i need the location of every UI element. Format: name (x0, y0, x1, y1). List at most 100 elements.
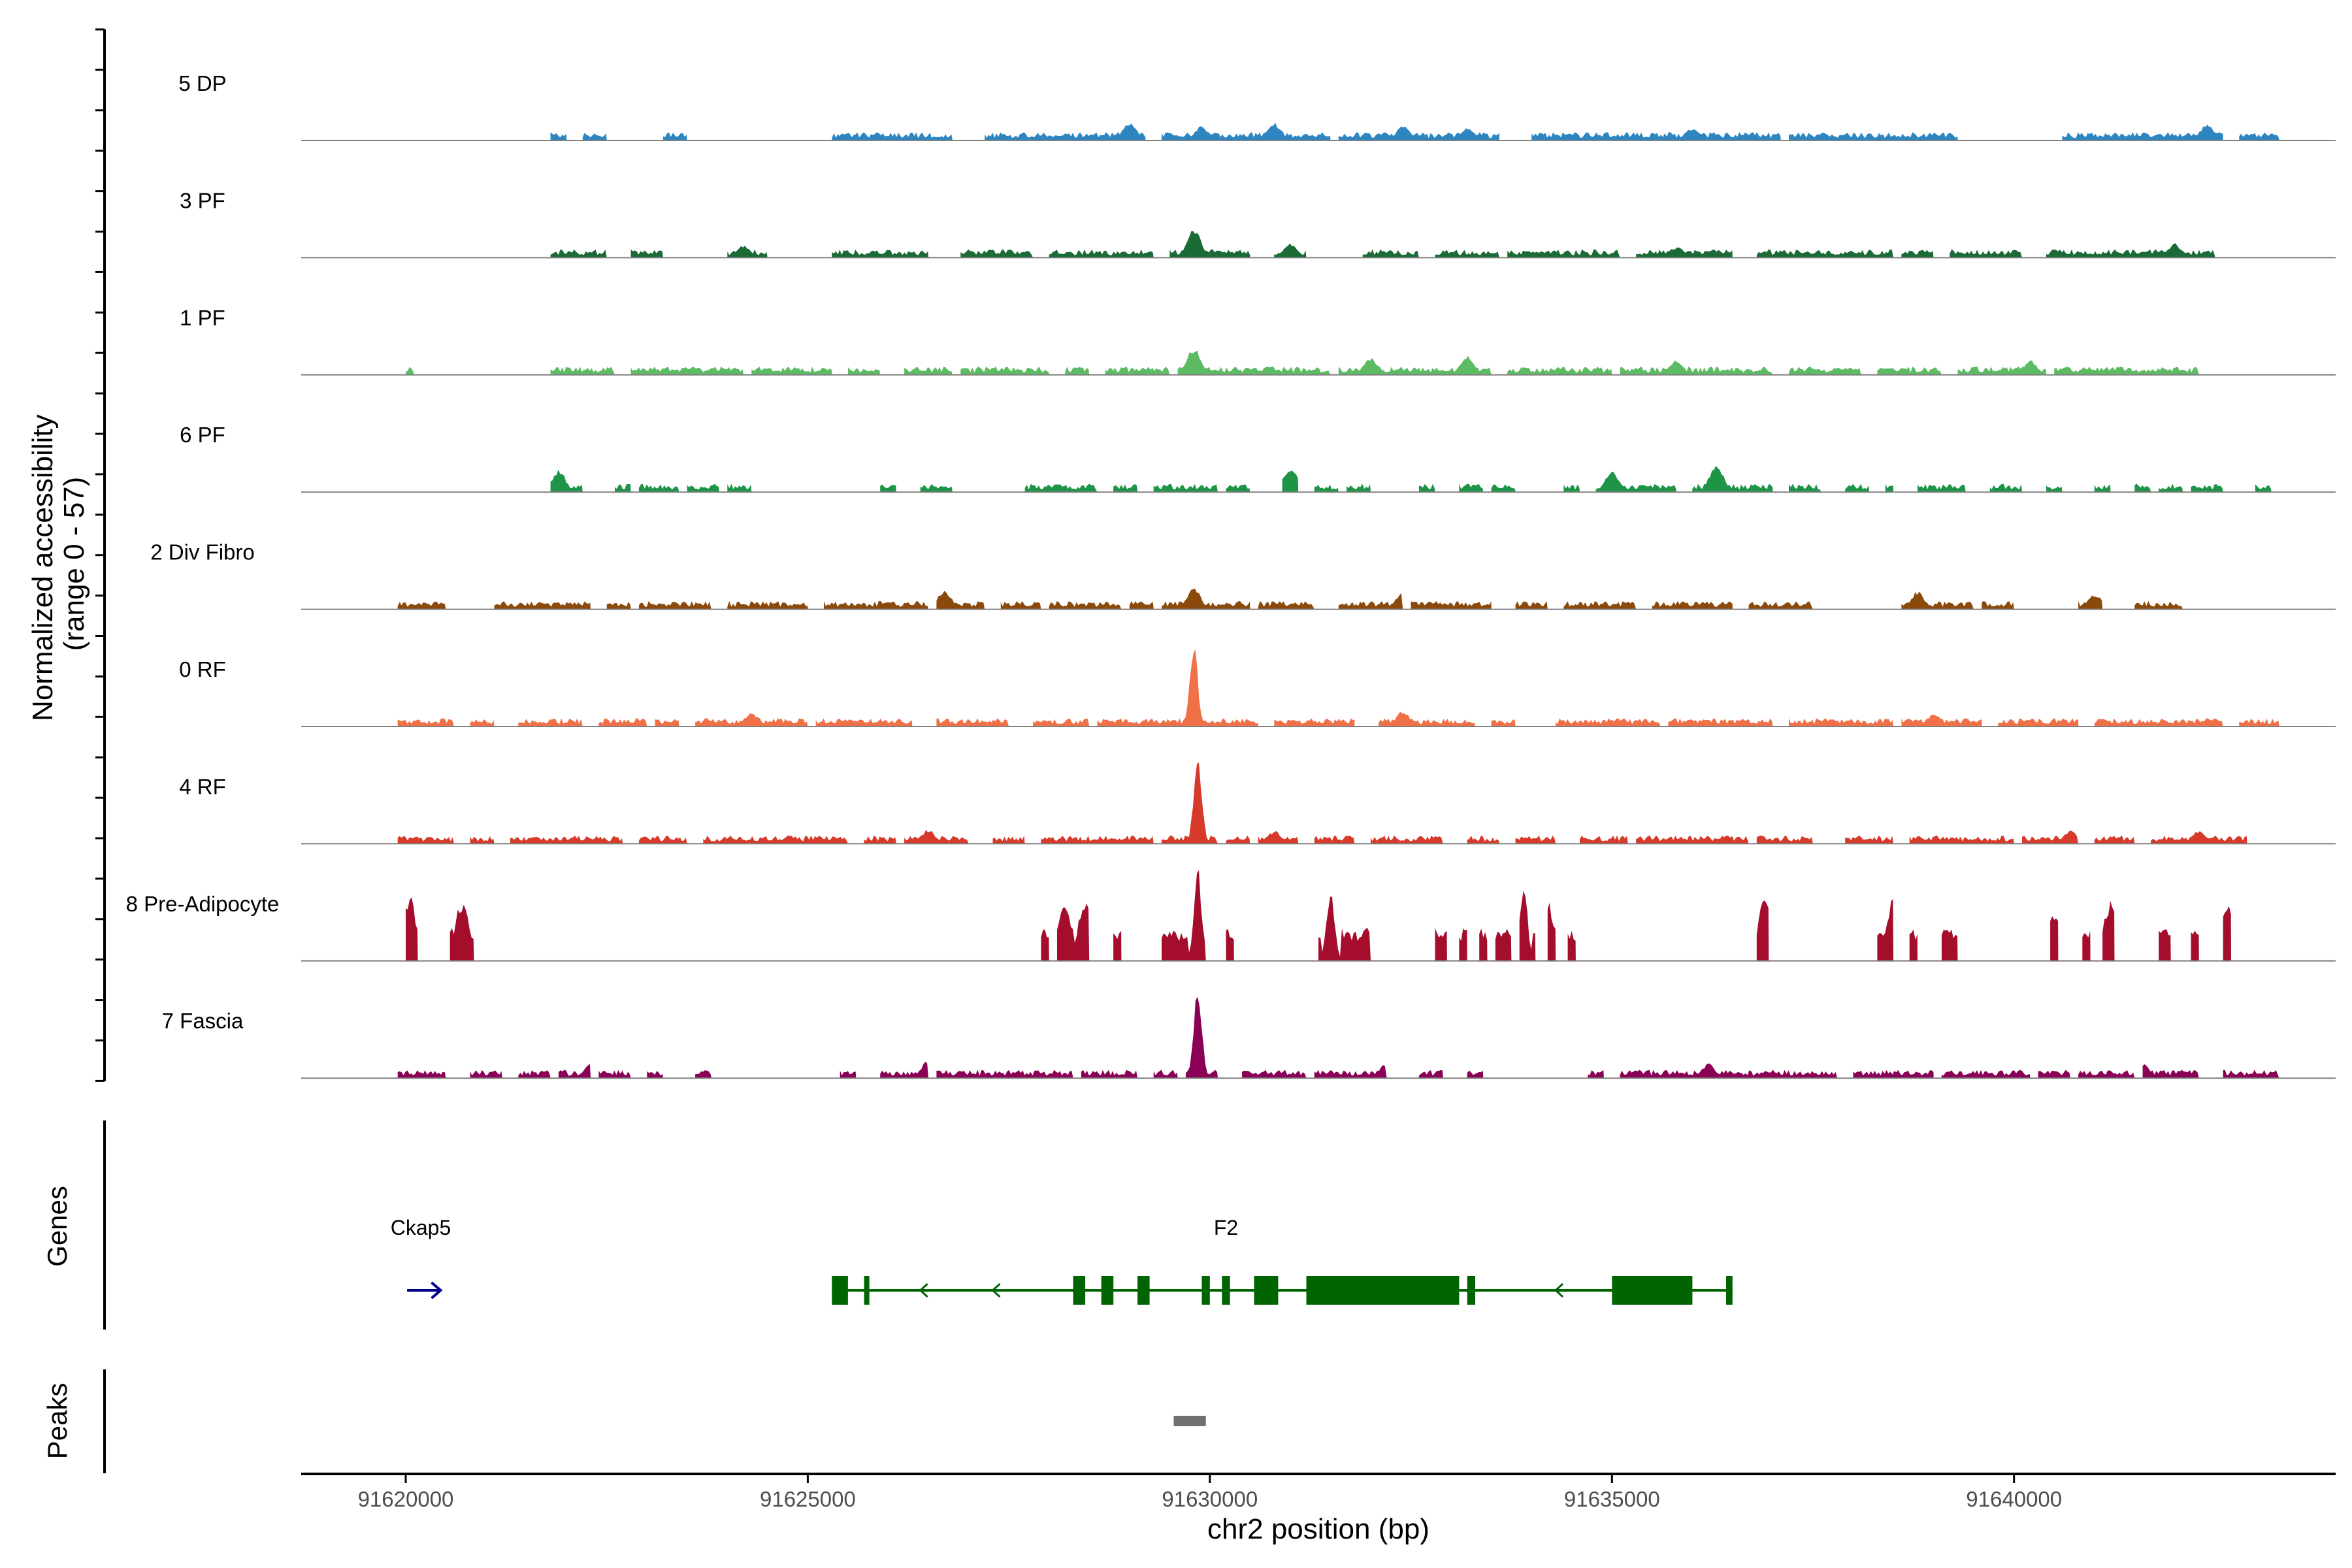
gene-exon (1222, 1276, 1230, 1305)
gene-exon (864, 1276, 870, 1305)
track-label: 0 RF (179, 657, 226, 681)
coverage-segment (2082, 931, 2091, 961)
coverage-segment (992, 836, 1025, 844)
coverage-segment (1097, 649, 1258, 727)
coverage-segment (1049, 601, 1122, 610)
gene-exon (1137, 1276, 1150, 1305)
coverage-segment (598, 718, 647, 727)
coverage-segment (1580, 835, 1628, 844)
coverage-segment (1162, 870, 1206, 961)
coverage-segment (1556, 718, 1661, 727)
gene-exon (1612, 1276, 1693, 1305)
gene-exon (1201, 1276, 1210, 1305)
coverage-segment (1177, 350, 1331, 375)
gene-label: F2 (1214, 1216, 1238, 1239)
coverage-segment (1853, 1070, 1934, 1079)
coverage-segment (2150, 831, 2247, 844)
coverage-segment (1113, 930, 1122, 961)
track-4-rf: 4 RF (179, 762, 2336, 845)
coverage-segment (1479, 928, 1488, 961)
coverage-segment (1636, 835, 1749, 844)
coverage-segment (960, 367, 1049, 375)
coverage-segment (1041, 930, 1049, 961)
y-axis-title-line2: (range 0 - 57) (58, 477, 90, 651)
coverage-segment (1065, 367, 1090, 375)
coverage-segment (1314, 484, 1339, 493)
track-label: 7 Fascia (162, 1009, 244, 1033)
coverage-segment (1338, 355, 1492, 375)
coverage-segment (1636, 247, 1733, 258)
coverage-segment (985, 123, 1146, 140)
coverage-segment (1338, 126, 1499, 140)
coverage-segment (449, 904, 474, 961)
coverage-segment (518, 718, 583, 727)
coverage-segment (2134, 600, 2183, 610)
coverage-segment (1507, 367, 1612, 375)
coverage-segment (397, 836, 454, 844)
gene-label: Ckap5 (391, 1216, 451, 1239)
coverage-segment (630, 249, 663, 258)
x-tick-label: 91630000 (1162, 1487, 1258, 1511)
coverage-segment (1185, 996, 1218, 1079)
coverage-segment (848, 367, 881, 375)
coverage-segment (1226, 928, 1234, 961)
coverage-segment (638, 836, 687, 844)
coverage-segment (1081, 1070, 1138, 1079)
coverage-segment (832, 250, 928, 258)
coverage-segment (1314, 836, 1355, 844)
track-5-dp: 5 DP (178, 71, 2336, 141)
coverage-segment (1338, 593, 1403, 610)
coverage-segment (2134, 483, 2151, 493)
coverage-segment (727, 483, 752, 493)
y-axis-title: Normalized accessibility (range 0 - 57) (27, 406, 90, 721)
gene-annotations: Ckap5 F2 (391, 1216, 1733, 1305)
coverage-segment (1789, 132, 1958, 140)
coverage-segment (1041, 835, 1154, 844)
gene-exon (832, 1276, 848, 1305)
coverage-segment (1169, 231, 1250, 258)
gene-exon (1467, 1276, 1475, 1305)
coverage-segment (703, 835, 848, 844)
coverage-segment (647, 1071, 663, 1079)
coverage-segment (1162, 122, 1331, 140)
coverage-segment (1274, 243, 1307, 258)
coverage-segment (864, 836, 896, 844)
coverage-segment (1318, 896, 1371, 961)
coverage-segment (406, 367, 414, 375)
coverage-segment (1901, 250, 1934, 258)
track-label: 5 DP (178, 71, 226, 95)
gene-ckap5: Ckap5 (391, 1216, 451, 1299)
gene-f2: F2 (832, 1216, 1733, 1305)
track-label: 2 Div Fibro (150, 540, 255, 564)
coverage-segment (904, 830, 969, 844)
coverage-segment (550, 469, 583, 493)
coverage-segment (2142, 1064, 2199, 1079)
peak-region (1173, 1416, 1206, 1426)
coverage-segment (662, 132, 687, 140)
track-label: 4 RF (179, 774, 226, 798)
coverage-segment (1362, 249, 1419, 258)
gene-exon (1306, 1276, 1460, 1305)
coverage-segment (1314, 1065, 1387, 1079)
coverage-segment (1748, 601, 1813, 610)
coverage-segment (1620, 360, 1773, 375)
coverage-segment (1901, 591, 1974, 610)
track-7-fascia: 7 Fascia (162, 996, 2336, 1079)
coverage-segment (1957, 360, 2046, 375)
coverage-segment (406, 897, 418, 961)
coverage-segment (1547, 902, 1556, 961)
coverage-segment (1226, 836, 1250, 844)
coverage-segment (2078, 595, 2103, 610)
coverage-segment (550, 249, 607, 258)
coverage-segment (1242, 1070, 1307, 1079)
coverage-segment (2078, 1070, 2135, 1079)
y-axis-ticks (95, 28, 105, 1082)
track-label: 1 PF (180, 306, 225, 330)
coverage-segment (1418, 483, 1435, 493)
coverage-segment (1282, 470, 1299, 493)
coverage-segment (1756, 835, 1813, 844)
coverage-segment (1033, 718, 1090, 727)
gene-exon (1073, 1276, 1086, 1305)
track-1-pf: 1 PF (180, 306, 2336, 376)
